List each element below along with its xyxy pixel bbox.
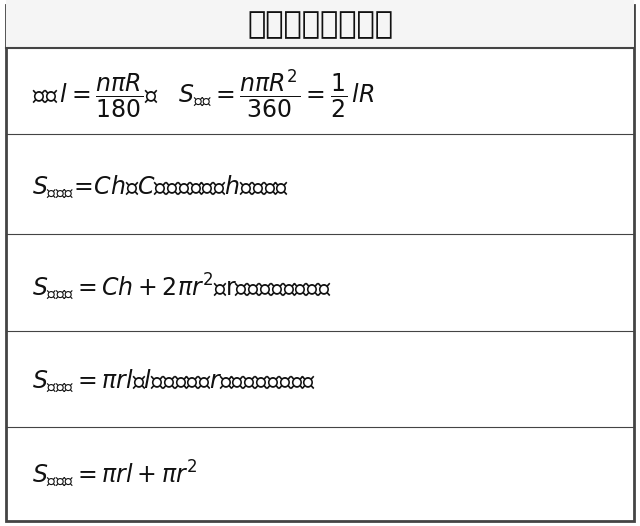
Text: $S_{\mathrm{圆锥侧}}=\pi rl$（$l$为母线长，$r$为底面圆半径）；: $S_{\mathrm{圆锥侧}}=\pi rl$（$l$为母线长，$r$为底面… (32, 368, 316, 394)
Text: $S_{\mathrm{圆柱表}}=Ch+2\pi r^2$（r为底面圆半径）；: $S_{\mathrm{圆柱表}}=Ch+2\pi r^2$（r为底面圆半径）； (32, 271, 332, 302)
Text: $S_{\mathrm{圆柱侧}}\!=\!Ch$（$C$为底面周长，$h$为高）；: $S_{\mathrm{圆柱侧}}\!=\!Ch$（$C$为底面周长，$h$为高… (32, 174, 289, 200)
Text: 弧长$\,l=\dfrac{n\pi R}{180}$；   $S_{\mathrm{扇形}}=\dfrac{n\pi R^2}{360}=\dfrac{1}{: 弧长$\,l=\dfrac{n\pi R}{180}$； $S_{\mathrm… (32, 67, 374, 120)
Text: 扇形、圆柱与圆锥: 扇形、圆柱与圆锥 (247, 9, 393, 39)
Bar (6, 0, 634, 48)
Text: $S_{\mathrm{圆锥全}}=\pi rl+\pi r^2$: $S_{\mathrm{圆锥全}}=\pi rl+\pi r^2$ (32, 458, 197, 489)
